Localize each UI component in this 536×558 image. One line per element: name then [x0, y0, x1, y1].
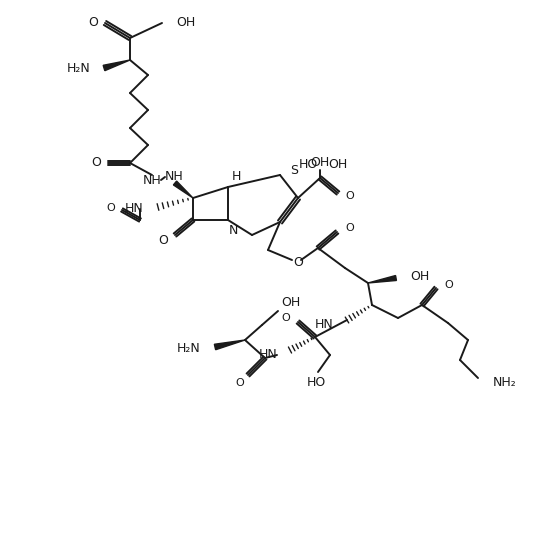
- Polygon shape: [103, 60, 130, 71]
- Text: OH: OH: [176, 17, 195, 30]
- Text: OH: OH: [410, 270, 429, 282]
- Text: O: O: [345, 191, 354, 201]
- Text: O: O: [444, 280, 453, 290]
- Text: O: O: [293, 256, 303, 268]
- Text: S: S: [290, 165, 298, 177]
- Text: O: O: [158, 233, 168, 247]
- Text: NH₂: NH₂: [493, 377, 517, 389]
- Polygon shape: [174, 181, 193, 198]
- Text: N: N: [228, 224, 237, 237]
- Text: OH: OH: [310, 156, 330, 169]
- Text: H: H: [232, 171, 241, 184]
- Polygon shape: [214, 340, 245, 350]
- Text: O: O: [88, 17, 98, 30]
- Text: HN: HN: [125, 203, 144, 215]
- Text: HN: HN: [258, 349, 277, 362]
- Text: O: O: [236, 378, 244, 388]
- Text: O: O: [106, 203, 115, 213]
- Text: NH: NH: [142, 174, 161, 186]
- Text: HO: HO: [307, 376, 326, 388]
- Polygon shape: [368, 276, 397, 283]
- Text: NH: NH: [165, 171, 184, 184]
- Text: HN: HN: [315, 319, 334, 331]
- Text: H₂N: H₂N: [176, 343, 200, 355]
- Text: O: O: [281, 313, 290, 323]
- Text: O: O: [345, 223, 354, 233]
- Text: O: O: [91, 156, 101, 170]
- Text: OH: OH: [281, 296, 300, 309]
- Text: H₂N: H₂N: [66, 61, 90, 75]
- Text: OH: OH: [328, 158, 347, 171]
- Text: HO: HO: [299, 158, 318, 171]
